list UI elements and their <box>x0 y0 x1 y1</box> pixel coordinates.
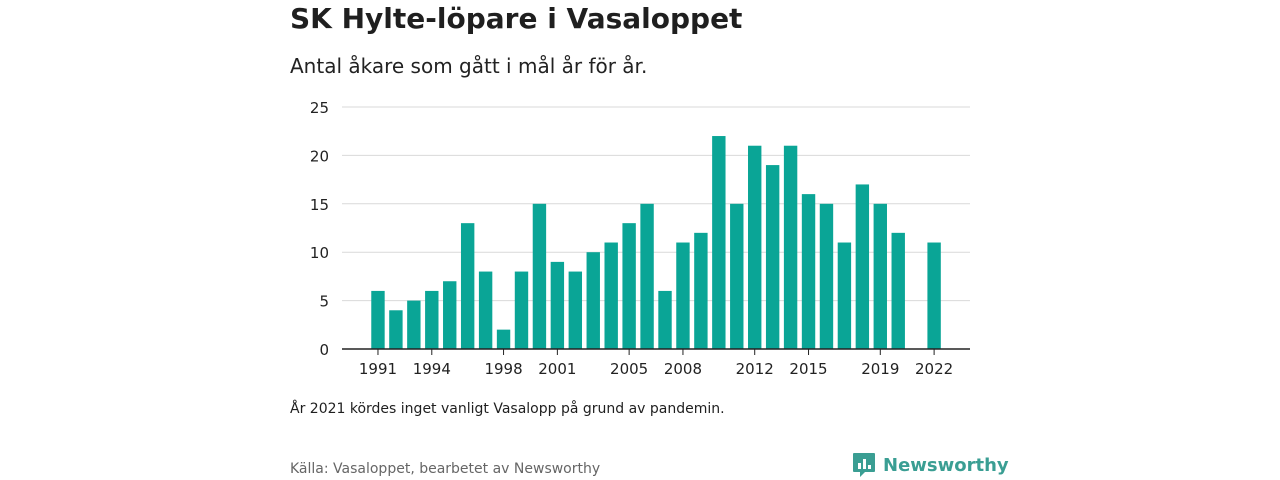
x-tick-label: 2019 <box>861 360 899 378</box>
bar-1999 <box>514 271 529 349</box>
bar-2017 <box>837 242 852 349</box>
x-tick-label: 2001 <box>538 360 576 378</box>
chart-title: SK Hylte-löpare i Vasaloppet <box>290 2 743 35</box>
y-tick-label: 15 <box>310 196 329 214</box>
x-tick-label: 1994 <box>413 360 451 378</box>
y-tick-label: 25 <box>310 99 329 117</box>
bar-1992 <box>389 310 403 349</box>
bar-2000 <box>532 203 547 349</box>
chart-bubble-icon <box>853 453 875 477</box>
bar-2012 <box>748 145 762 349</box>
y-tick-label: 0 <box>319 341 329 359</box>
x-tick-label: 2015 <box>789 360 827 378</box>
bar-2011 <box>730 203 744 349</box>
brand-name: Newsworthy <box>883 454 1009 476</box>
bar-2008 <box>676 242 690 349</box>
x-tick-label: 2005 <box>610 360 648 378</box>
chart-subtitle: Antal åkare som gått i mål år för år. <box>290 54 648 78</box>
bar-2013 <box>765 165 780 349</box>
bar-2016 <box>819 203 834 349</box>
y-tick-label: 10 <box>310 244 329 262</box>
bar-2006 <box>640 203 654 349</box>
x-tick-label: 2012 <box>736 360 774 378</box>
bar-1998 <box>496 329 511 349</box>
bar-2001 <box>550 261 565 349</box>
x-tick-label: 1998 <box>484 360 522 378</box>
bar-2010 <box>712 136 726 349</box>
chart-footnote: År 2021 kördes inget vanligt Vasalopp på… <box>290 401 725 417</box>
x-tick-label: 1991 <box>359 360 397 378</box>
bar-2005 <box>622 223 636 349</box>
bar-1995 <box>443 281 457 349</box>
bar-2002 <box>568 271 583 349</box>
bar-2020 <box>891 232 905 349</box>
bar-2004 <box>604 242 618 349</box>
bars <box>371 136 941 349</box>
bar-chart: 0 5 10 15 20 25 1991 1994 1998 2001 2005 2008 2012 2… <box>310 99 970 378</box>
y-axis-ticks: 0 5 10 15 20 25 <box>310 99 329 359</box>
y-tick-label: 20 <box>310 147 329 165</box>
bar-2003 <box>586 252 600 349</box>
bar-1994 <box>425 290 439 349</box>
bar-1993 <box>407 300 421 349</box>
newsworthy-logo: Newsworthy <box>852 452 1009 478</box>
bar-2018 <box>855 184 870 349</box>
bar-2007 <box>658 290 672 349</box>
x-tick-label: 2022 <box>915 360 953 378</box>
x-axis-ticks: 1991 1994 1998 2001 2005 2008 2012 2015 2019 2022 <box>359 349 953 378</box>
source-text: Källa: Vasaloppet, bearbetet av Newswort… <box>290 461 601 477</box>
x-tick-label: 2008 <box>664 360 702 378</box>
y-tick-label: 5 <box>319 293 329 311</box>
bar-2009 <box>694 232 708 349</box>
bar-2022 <box>927 242 941 349</box>
bar-1996 <box>460 223 475 349</box>
bar-2019 <box>873 203 887 349</box>
bar-2014 <box>783 145 798 349</box>
bar-1997 <box>478 271 493 349</box>
bar-2015 <box>801 194 816 349</box>
bar-1991 <box>371 290 385 349</box>
